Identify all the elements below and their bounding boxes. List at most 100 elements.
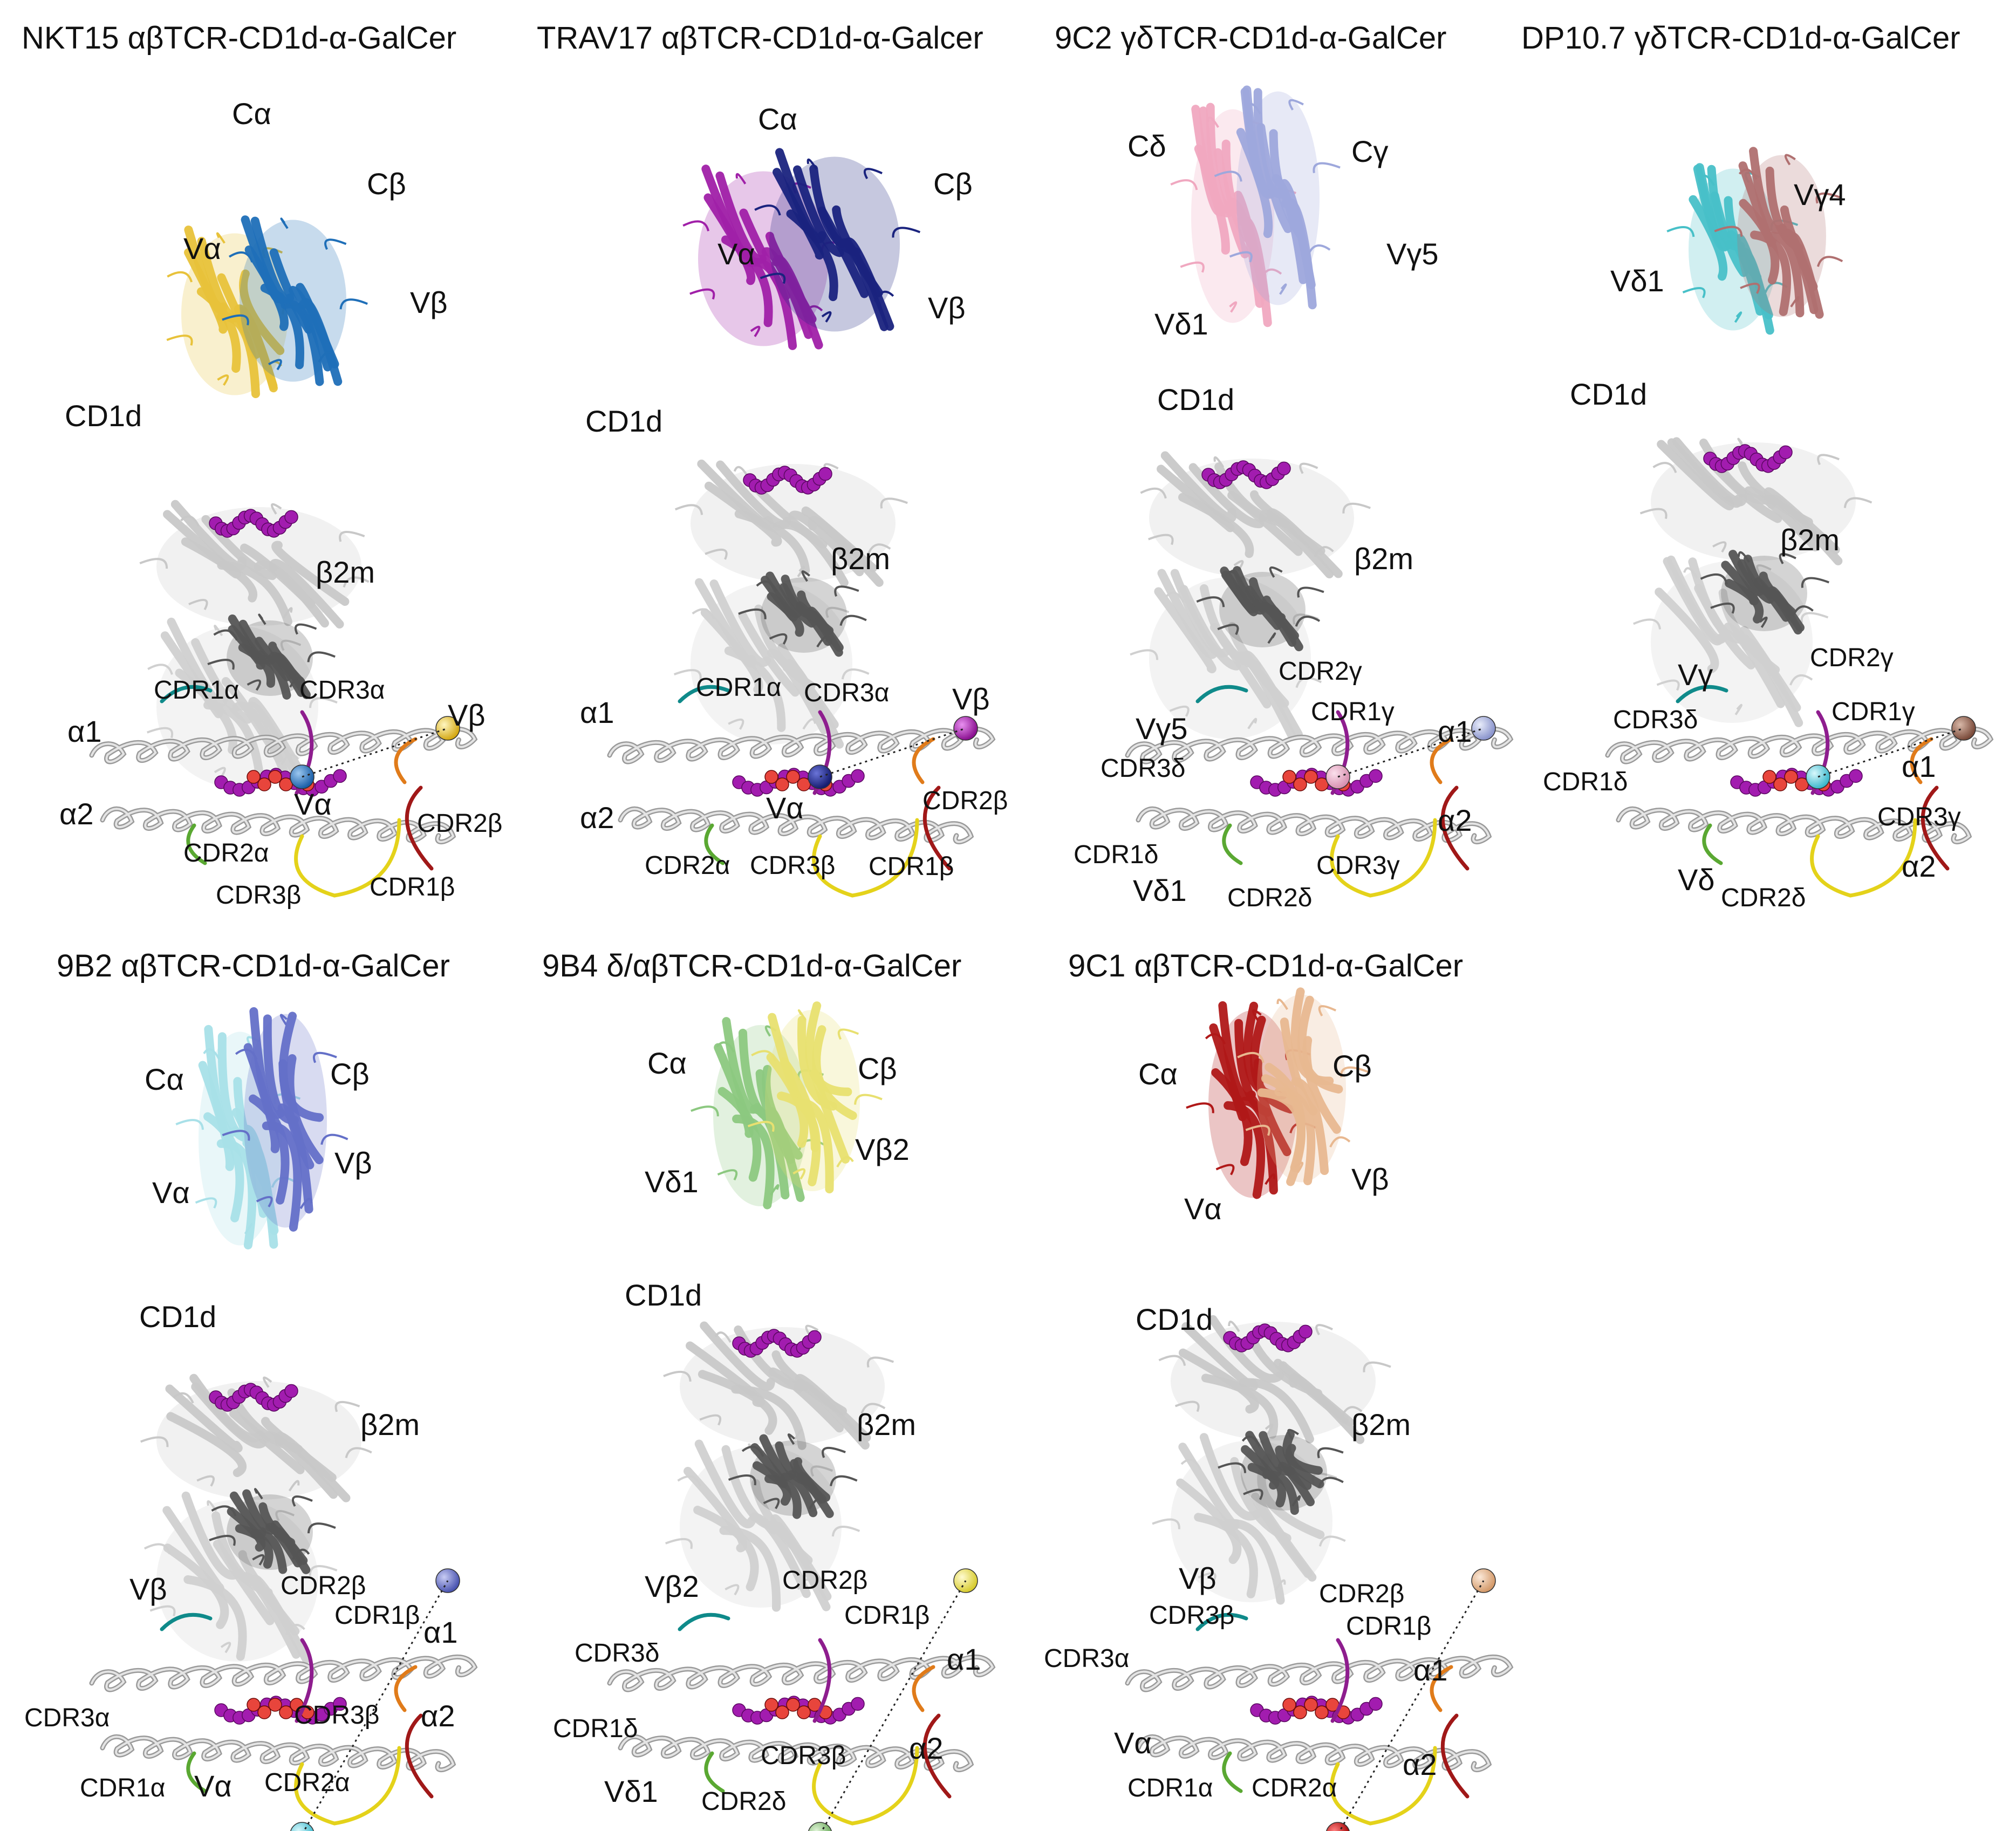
cdr2-loop-b xyxy=(1910,737,1933,784)
domain-label: Vγ5 xyxy=(1386,237,1439,271)
footprint-label: CDR1β xyxy=(370,873,455,901)
domain-label: Vγ4 xyxy=(1794,177,1846,211)
ligand-core-atom xyxy=(1282,770,1296,784)
panel-title: 9C2 γδTCR-CD1d-α-GalCer xyxy=(1055,21,1446,56)
panel-title: 9C1 αβTCR-CD1d-α-GalCer xyxy=(1068,948,1463,983)
footprint-label: CDR2δ xyxy=(1227,884,1312,912)
panel-title: 9B2 αβTCR-CD1d-α-GalCer xyxy=(57,948,450,983)
ligand-core-atom xyxy=(257,777,271,791)
cd1d-ribbon xyxy=(139,500,370,629)
domain-label: Vβ xyxy=(334,1146,372,1180)
footprint-label: CDR2γ xyxy=(1279,657,1362,686)
domain-label: β2m xyxy=(831,542,890,576)
footprint-label: CDR2δ xyxy=(1721,884,1806,912)
footprint-label: CDR1β xyxy=(334,1601,420,1630)
domain-label: Cδ xyxy=(1127,129,1166,163)
domain-label: Vδ1 xyxy=(645,1165,699,1199)
alpha2-helix xyxy=(1136,1734,1492,1773)
domain-label: Vβ2 xyxy=(855,1132,910,1166)
footprint-label: CDR3γ xyxy=(1877,803,1961,831)
domain-label: CD1d xyxy=(1157,382,1234,416)
footprint-label: Vδ1 xyxy=(604,1774,658,1808)
ligand-galcer xyxy=(209,509,298,538)
footprint-label: CDR1α xyxy=(154,676,239,705)
footprint-label: CDR3β xyxy=(216,881,301,910)
cd1d-ribbon xyxy=(663,1321,894,1450)
cdr3-loop-a xyxy=(1330,1638,1350,1723)
ligand-core-atom xyxy=(1762,770,1776,784)
footprint-label: CDR2β xyxy=(922,787,1008,815)
footprint-label: CDR1β xyxy=(869,852,954,881)
v-domain-centroid-1 xyxy=(1471,716,1496,741)
alpha2-helix xyxy=(100,806,456,845)
b2m-ribbon xyxy=(728,1433,858,1519)
v-domain-centroid-1 xyxy=(953,716,978,741)
footprint-label: CDR2β xyxy=(281,1572,366,1600)
cdr1-loop-b xyxy=(1440,785,1470,871)
footprint-label: CDR3δ xyxy=(1613,706,1698,734)
ligand-core-atom xyxy=(1315,1705,1329,1719)
domain-label: Cγ xyxy=(1351,134,1388,168)
domain-label: Cβ xyxy=(1332,1049,1372,1083)
docking-axis xyxy=(1338,1580,1485,1831)
cdr3-loop-b xyxy=(294,818,401,898)
footprint-label: α2 xyxy=(1403,1747,1437,1781)
footprint-label: CDR1γ xyxy=(1832,698,1915,726)
domain-label: Cβ xyxy=(933,167,973,201)
alpha2-helix xyxy=(618,806,974,845)
domain-label: β2m xyxy=(1780,523,1840,557)
footprint-label: α2 xyxy=(59,797,94,831)
cdr2-loop-b xyxy=(912,737,935,784)
footprint-label: CDR1α xyxy=(696,673,781,702)
v-domain-centroid-2 xyxy=(1326,1822,1350,1831)
alpha2-helix xyxy=(1616,806,1972,845)
domain-label: Vβ xyxy=(1351,1162,1389,1196)
cd1d-ribbon xyxy=(674,459,908,587)
ligand-core-atom xyxy=(1293,1705,1307,1719)
domain-label: CD1d xyxy=(65,399,142,433)
ligand-core-atom xyxy=(797,777,811,791)
footprint-label: CDR2α xyxy=(183,839,269,867)
footprint-label: α1 xyxy=(947,1642,981,1676)
ligand-galcer xyxy=(1703,444,1793,473)
domain-label: Vβ xyxy=(928,291,966,325)
footprint-label: CDR2β xyxy=(782,1566,867,1595)
b2m-ribbon xyxy=(738,570,867,657)
tcr-chain-2 xyxy=(747,1001,883,1194)
footprint-label: Vβ xyxy=(129,1572,167,1606)
domain-label: Vβ xyxy=(410,285,448,319)
footprint-label: CDR1α xyxy=(1127,1774,1213,1802)
footprint-label: α2 xyxy=(580,801,614,835)
ligand-core-atom xyxy=(1784,770,1798,784)
cdr2-loop-a xyxy=(704,823,725,865)
ligand-core-atom xyxy=(279,777,293,791)
footprint-label: CDR3β xyxy=(761,1741,846,1770)
footprint-label: Vβ xyxy=(1179,1561,1217,1595)
ligand-core-atom xyxy=(1282,1698,1296,1712)
footprint-label: CDR3β xyxy=(1149,1601,1234,1630)
ligand-core-atom xyxy=(1773,777,1787,791)
cdr1-loop-a xyxy=(160,685,213,703)
footprint-label: α2 xyxy=(1902,849,1936,883)
domain-label: CD1d xyxy=(625,1278,702,1312)
cdr2-loop-a xyxy=(1702,823,1723,865)
cdr3-loop-b xyxy=(1810,818,1917,898)
ligand-galcer xyxy=(1201,460,1291,489)
alpha1-helix xyxy=(1125,726,1514,764)
ligand-galcer xyxy=(732,1329,822,1358)
footprint-label: CDR2α xyxy=(264,1768,350,1797)
footprint-label: CDR1γ xyxy=(1311,698,1395,726)
footprint-label: Vα xyxy=(766,791,804,825)
footprint-label: Vδ1 xyxy=(1133,873,1187,907)
footprint-label: CDR2β xyxy=(417,809,502,838)
footprint-label: CDR3α xyxy=(24,1704,110,1732)
footprint-label: CDR2β xyxy=(1319,1580,1404,1608)
ligand-core-atom xyxy=(257,1705,271,1719)
panel-trav17: TRAV17 αβTCR-CD1d-α-Galcer Cα Cβ Vα Vβ CD1d β2… xyxy=(537,21,1008,898)
cdr2-loop-b xyxy=(394,737,418,784)
footprint-label: α2 xyxy=(421,1699,455,1733)
cdr3-loop-a xyxy=(295,1638,314,1723)
domain-label: Cα xyxy=(758,102,797,136)
cdr1-loop-a xyxy=(1195,685,1248,703)
